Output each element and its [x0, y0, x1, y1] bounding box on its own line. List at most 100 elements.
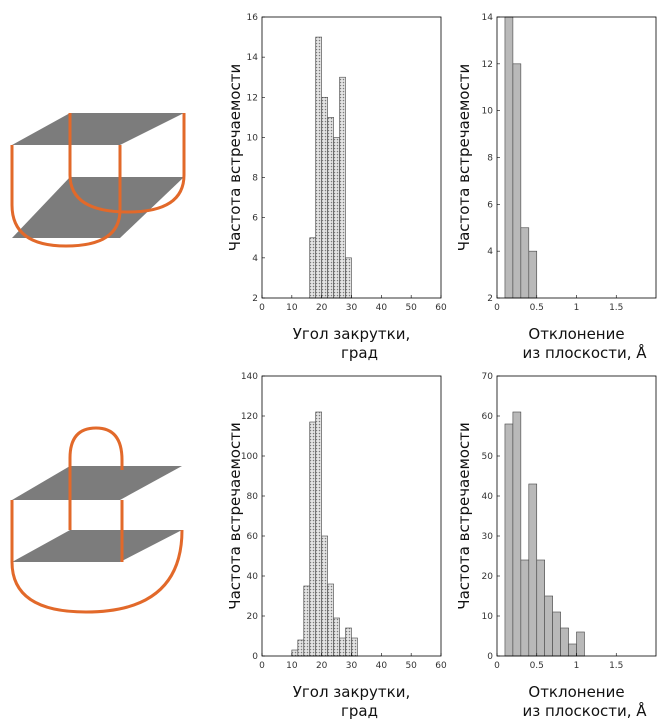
- y-tick-label: 120: [241, 412, 258, 422]
- bar: [291, 649, 299, 657]
- y-tick-label: 60: [482, 412, 494, 422]
- right-loop: [68, 113, 186, 214]
- bar: [576, 631, 585, 657]
- y-tick-label: 8: [252, 174, 258, 184]
- y-tick-label: 10: [482, 107, 494, 117]
- y-tick-label: 100: [241, 452, 258, 462]
- y-axis-label: Частота встречаемости: [455, 64, 473, 251]
- y-tick-label: 0: [252, 652, 258, 662]
- y-tick-label: 70: [482, 372, 494, 382]
- histogram-4: 0 0.5 1 1.5 0 10 20 30 40 50 60 70 Частота встречаем…: [455, 372, 657, 720]
- y-tick-label: 40: [482, 492, 494, 502]
- bar: [544, 595, 553, 657]
- bar: [333, 617, 340, 657]
- y-tick-label: 2: [252, 294, 258, 304]
- y-tick-label: 4: [252, 254, 258, 264]
- bar: [512, 411, 522, 657]
- bar: [339, 76, 346, 299]
- y-tick-label: 12: [482, 60, 493, 70]
- x-tick-label: 20: [316, 303, 328, 313]
- plot-frame: [261, 16, 442, 299]
- x-axis-label-line2: град: [341, 702, 378, 720]
- bar: [528, 483, 538, 657]
- x-tick-label: 40: [376, 303, 388, 313]
- y-tick-label: 20: [247, 612, 259, 622]
- x-tick-label: 50: [405, 661, 417, 671]
- y-tick-label: 80: [247, 492, 259, 502]
- x-tick-label: 0: [494, 661, 500, 671]
- bar: [520, 227, 530, 299]
- bar: [321, 535, 328, 657]
- x-tick-label: 0: [259, 303, 265, 313]
- x-axis-label-line1: Отклонение: [528, 325, 624, 343]
- bar: [327, 583, 334, 657]
- x-tick-label: 10: [286, 303, 298, 313]
- bar: [351, 637, 358, 657]
- bar: [345, 257, 352, 299]
- x-tick-label: 0: [259, 661, 265, 671]
- x-tick-label: 50: [405, 303, 417, 313]
- x-axis-label-line1: Угол закрутки,: [293, 683, 411, 701]
- x-tick-label: 0.5: [530, 303, 544, 313]
- y-axis-label: Частота встречаемости: [226, 64, 244, 251]
- x-tick-label: 1.5: [609, 661, 623, 671]
- bar: [303, 585, 311, 657]
- y-tick-label: 50: [482, 452, 494, 462]
- upper-plate: [12, 113, 184, 145]
- x-axis-label-line1: Угол закрутки,: [293, 325, 411, 343]
- x-axis-label-line2: град: [341, 344, 378, 362]
- x-tick-label: 10: [286, 661, 298, 671]
- top-hairpin-loop: [68, 426, 124, 470]
- bar: [504, 423, 514, 657]
- x-tick-label: 40: [376, 661, 388, 671]
- bar: [309, 237, 317, 299]
- x-axis-label-line2: из плоскости, Å: [522, 701, 647, 720]
- y-tick-label: 12: [247, 93, 258, 103]
- schematic-top: [10, 113, 186, 248]
- y-tick-label: 4: [487, 247, 493, 257]
- bar: [528, 250, 538, 299]
- histogram-1: 0 10 20 30 40 50 60 2 4 6 8 10 12 14 16 Частота встреча…: [226, 13, 447, 362]
- x-tick-label: 60: [435, 661, 447, 671]
- y-tick-label: 14: [247, 53, 259, 63]
- bar: [297, 639, 305, 657]
- bar: [552, 611, 561, 657]
- y-tick-label: 6: [252, 214, 258, 224]
- y-tick-label: 40: [247, 572, 259, 582]
- x-tick-label: 30: [346, 303, 358, 313]
- left-loop: [10, 145, 122, 248]
- histogram-3: 0 10 20 30 40 50 60 0 20 40 60 80 100 120 140 Частота в…: [226, 372, 447, 720]
- y-tick-label: 2: [487, 294, 493, 304]
- x-tick-label: 0: [494, 303, 500, 313]
- bar: [512, 63, 522, 299]
- x-axis-label-line2: из плоскости, Å: [522, 343, 647, 362]
- x-axis-label-line1: Отклонение: [528, 683, 624, 701]
- lower-plate: [12, 530, 182, 562]
- histogram-2: 0 0.5 1 1.5 2 4 6 8 10 12 14 Частота встречаемости О…: [455, 13, 657, 362]
- y-tick-label: 14: [482, 13, 494, 23]
- y-tick-label: 0: [487, 652, 493, 662]
- schematic-bottom: [10, 426, 184, 614]
- bar: [315, 411, 322, 657]
- bar: [333, 137, 340, 299]
- upper-plate: [12, 466, 182, 500]
- y-tick-label: 6: [487, 200, 493, 210]
- bar: [568, 643, 577, 657]
- bar: [536, 559, 545, 657]
- x-tick-label: 30: [346, 661, 358, 671]
- y-tick-label: 140: [241, 372, 258, 382]
- x-tick-label: 0.5: [530, 661, 544, 671]
- bar: [560, 627, 569, 657]
- bar: [327, 117, 334, 299]
- bar: [345, 627, 352, 657]
- y-tick-label: 10: [482, 612, 494, 622]
- x-tick-label: 1: [574, 303, 580, 313]
- plot-frame: [261, 375, 442, 657]
- y-tick-label: 60: [247, 532, 259, 542]
- bar: [321, 96, 328, 299]
- y-tick-label: 10: [247, 133, 259, 143]
- bar: [339, 637, 346, 657]
